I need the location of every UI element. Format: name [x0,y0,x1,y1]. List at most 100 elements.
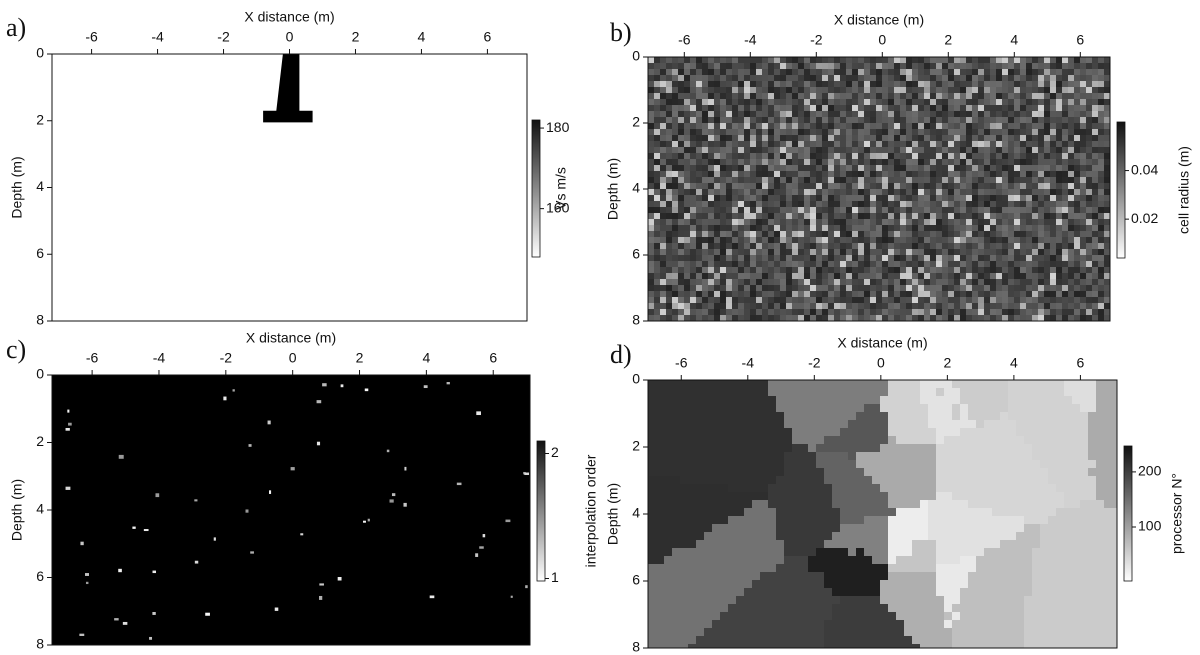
cell [1026,177,1032,183]
cell [762,297,768,303]
region [872,388,880,396]
region [872,508,880,516]
colorbar-tick-label: 2 [551,444,559,460]
cell [756,189,762,195]
cell [1068,285,1074,291]
cell [834,135,840,141]
cell [852,183,858,189]
cell [1002,99,1008,105]
cell [798,201,804,207]
cell [756,249,762,255]
region [648,484,656,492]
cell [900,93,906,99]
cell [1038,81,1044,87]
cell [984,189,990,195]
cell [966,219,972,225]
cell [870,87,876,93]
cell [852,111,858,117]
cell [978,237,984,243]
cell [852,267,858,273]
cell [1098,93,1104,99]
region [1016,460,1024,468]
cell [780,273,786,279]
cell [690,207,696,213]
cell [882,225,888,231]
cell [774,129,780,135]
cell [870,237,876,243]
cell [1050,69,1056,75]
region [688,428,696,436]
cell [1014,171,1020,177]
cell [1026,153,1032,159]
cell [1044,159,1050,165]
region [672,476,680,484]
cell [1044,207,1050,213]
cell [720,177,726,183]
cell [918,303,924,309]
cell [762,141,768,147]
cell [918,207,924,213]
cell [990,147,996,153]
region [864,444,872,452]
region [968,412,976,420]
cell [996,123,1002,129]
cell [804,291,810,297]
cell [768,159,774,165]
cell [774,285,780,291]
cell [972,303,978,309]
cell [930,147,936,153]
cell [822,165,828,171]
cell [792,261,798,267]
cell [846,141,852,147]
cell [1092,315,1098,321]
cell [828,147,834,153]
region [896,436,904,444]
cell [678,153,684,159]
cell [762,69,768,75]
cell [1008,231,1014,237]
cell [1050,177,1056,183]
region [832,484,840,492]
cell [780,315,786,321]
cell [726,81,732,87]
region [752,420,760,428]
cell [834,141,840,147]
cell [972,213,978,219]
cell [1074,219,1080,225]
region [704,452,712,460]
region [1088,556,1096,564]
cell [780,189,786,195]
cell [666,87,672,93]
cell [1050,201,1056,207]
cell [798,153,804,159]
region [1024,420,1032,428]
cell [888,129,894,135]
cell [906,291,912,297]
cell [840,123,846,129]
cell [1008,207,1014,213]
cell [1044,309,1050,315]
region [872,524,880,532]
region [1072,492,1080,500]
region [1016,476,1024,484]
x-tick-label: 4 [422,350,430,366]
colorbar-tick-label: 160 [546,199,570,215]
cell [672,57,678,63]
cell [654,69,660,75]
region [744,516,752,524]
cell [858,141,864,147]
speck [322,383,327,387]
region [784,524,792,532]
cell [720,81,726,87]
cell [900,249,906,255]
cell [864,141,870,147]
cell [1020,183,1026,189]
cell [894,129,900,135]
region [736,524,744,532]
cell [738,315,744,321]
cell [1026,285,1032,291]
cell [1002,81,1008,87]
cell [714,207,720,213]
region [1096,516,1104,524]
speck [316,400,322,404]
